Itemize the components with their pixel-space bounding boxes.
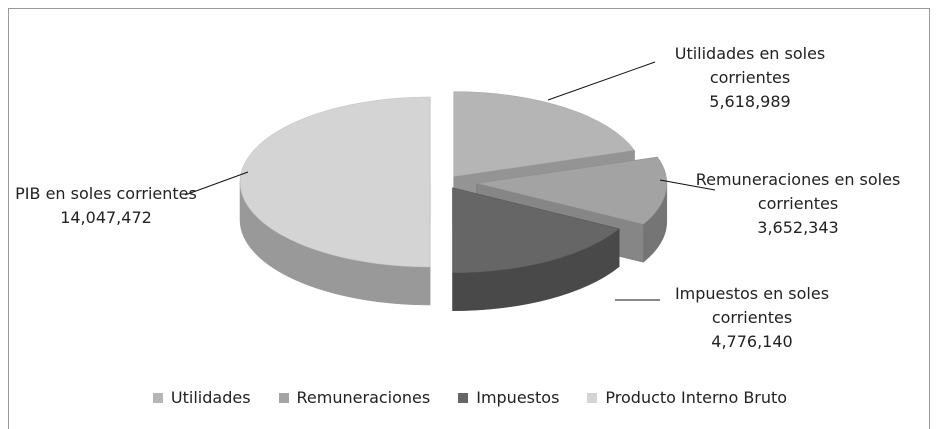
legend-label: Impuestos — [476, 388, 560, 407]
slice — [239, 96, 431, 306]
legend: Utilidades Remuneraciones Impuestos Product… — [0, 388, 940, 407]
data-label-value: 14,047,472 — [60, 208, 152, 227]
data-label-name: Utilidades en soles corrientes — [674, 44, 826, 87]
leader-line — [659, 179, 716, 191]
legend-swatch — [458, 392, 469, 403]
slice-top — [453, 91, 635, 177]
slice-top — [239, 96, 431, 268]
data-label-value: 5,618,989 — [709, 92, 791, 111]
legend-label: Utilidades — [170, 388, 251, 407]
data-label-name: PIB en soles corrientes — [15, 184, 197, 203]
legend-swatch — [278, 392, 289, 403]
data-label-name: Remuneraciones en soles corrientes — [695, 170, 901, 213]
slice — [452, 187, 620, 312]
chart-frame — [8, 8, 930, 429]
slice-top — [476, 156, 668, 225]
legend-item: Utilidades — [152, 388, 251, 407]
legend-item: Remuneraciones — [278, 388, 431, 407]
slice-top — [452, 187, 620, 274]
data-label-name: Impuestos en soles corrientes — [674, 284, 830, 327]
legend-item: Producto Interno Bruto — [587, 388, 787, 407]
data-label: Impuestos en soles corrientes 4,776,140 — [642, 282, 862, 354]
data-label-value: 4,776,140 — [711, 332, 793, 351]
data-label: PIB en soles corrientes 14,047,472 — [0, 182, 216, 230]
data-label-value: 3,652,343 — [757, 218, 839, 237]
leader-line — [184, 171, 249, 196]
data-label: Remuneraciones en soles corrientes 3,652,… — [688, 168, 908, 240]
leader-line — [547, 61, 656, 101]
legend-swatch — [152, 392, 163, 403]
legend-label: Remuneraciones — [296, 388, 431, 407]
legend-label: Producto Interno Bruto — [605, 388, 788, 407]
data-label: Utilidades en soles corrientes 5,618,989 — [640, 42, 860, 114]
legend-swatch — [587, 392, 598, 403]
legend-item: Impuestos — [458, 388, 559, 407]
